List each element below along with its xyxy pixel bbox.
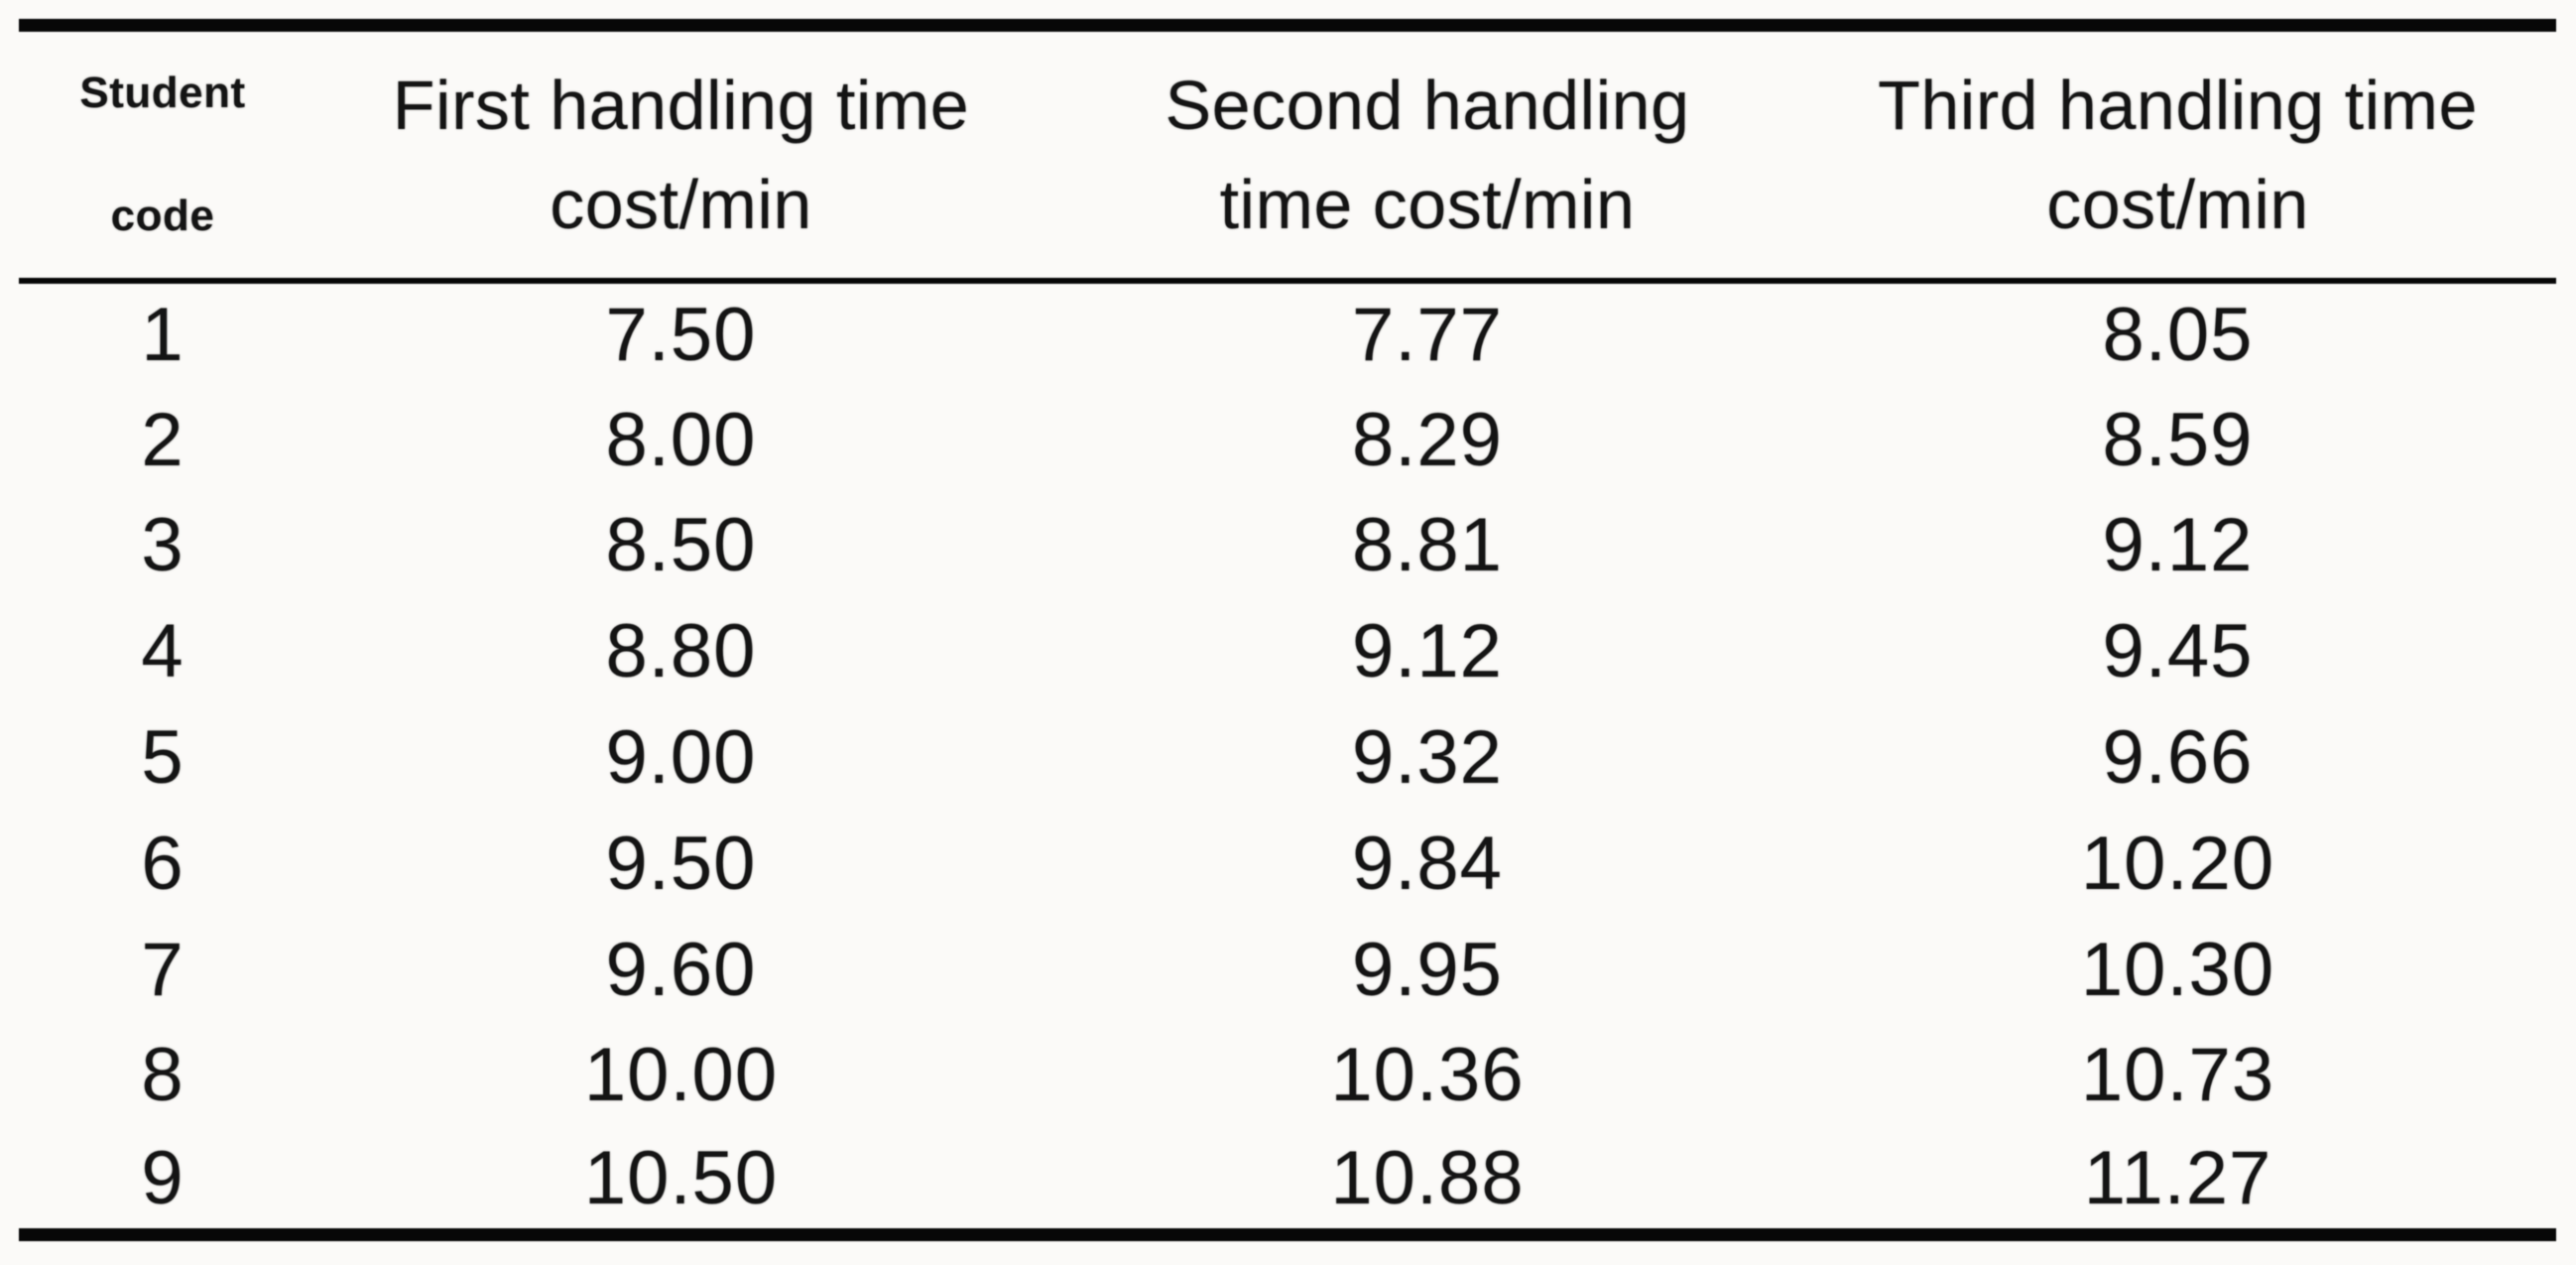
header-line: cost/min <box>2046 166 2309 243</box>
table-row: 2 8.00 8.29 8.59 <box>19 387 2556 493</box>
cell-student-code: 8 <box>141 1033 184 1118</box>
cell-second-handling-time: 9.95 <box>1352 927 1503 1012</box>
cell-second-handling-time: 9.12 <box>1352 609 1503 695</box>
cell-third-handling-time: 8.05 <box>2102 293 2254 378</box>
cell-third-handling-time: 9.12 <box>2102 503 2254 588</box>
cell-first-handling-time: 9.00 <box>605 715 757 801</box>
header-line: Second handling <box>1165 66 1690 144</box>
column-header-second-handling-time: Second handling time cost/min <box>1055 25 1799 284</box>
cell-third-handling-time: 11.27 <box>2083 1136 2272 1221</box>
cell-second-handling-time: 10.36 <box>1330 1033 1525 1118</box>
cell-first-handling-time: 8.80 <box>605 609 757 695</box>
header-line: Student <box>79 68 246 117</box>
table-row: 5 9.00 9.32 9.66 <box>19 704 2556 811</box>
cell-first-handling-time: 9.60 <box>605 927 757 1012</box>
cell-third-handling-time: 10.20 <box>2080 821 2275 906</box>
cell-second-handling-time: 8.81 <box>1352 503 1503 588</box>
table-body: 1 7.50 7.77 8.05 2 8.00 8.29 8.59 3 8.50… <box>19 281 2556 1234</box>
header-line: time cost/min <box>1219 166 1636 243</box>
table-row: 8 10.00 10.36 10.73 <box>19 1023 2556 1129</box>
cell-student-code: 1 <box>141 293 184 378</box>
column-header-first-handling-time: First handling time cost/min <box>307 25 1055 284</box>
cell-student-code: 2 <box>141 397 184 482</box>
cell-third-handling-time: 10.30 <box>2080 927 2275 1012</box>
table-figure: Student code First handling time cost/mi… <box>19 19 2556 1241</box>
table-header: Student code First handling time cost/mi… <box>19 25 2556 284</box>
table-row: 4 8.80 9.12 9.45 <box>19 598 2556 704</box>
cell-third-handling-time: 9.66 <box>2102 715 2254 801</box>
cell-student-code: 6 <box>141 821 184 906</box>
header-line: Third handling time <box>1878 66 2478 144</box>
column-header-student-code: Student code <box>19 25 307 284</box>
cell-third-handling-time: 10.73 <box>2080 1033 2275 1118</box>
cell-second-handling-time: 10.88 <box>1330 1136 1525 1221</box>
cell-first-handling-time: 10.50 <box>583 1136 779 1221</box>
cell-third-handling-time: 9.45 <box>2102 609 2254 695</box>
cell-first-handling-time: 7.50 <box>605 293 757 378</box>
header-row: Student code First handling time cost/mi… <box>19 25 2556 284</box>
cell-first-handling-time: 8.50 <box>605 503 757 588</box>
column-header-third-handling-time: Third handling time cost/min <box>1799 25 2556 284</box>
cell-first-handling-time: 9.50 <box>605 821 757 906</box>
cell-first-handling-time: 8.00 <box>605 397 757 482</box>
cell-student-code: 5 <box>141 715 184 801</box>
cell-second-handling-time: 9.84 <box>1352 821 1503 906</box>
cell-student-code: 3 <box>141 503 184 588</box>
table-row: 9 10.50 10.88 11.27 <box>19 1128 2556 1234</box>
table-row: 6 9.50 9.84 10.20 <box>19 811 2556 917</box>
cell-second-handling-time: 8.29 <box>1352 397 1503 482</box>
cell-second-handling-time: 7.77 <box>1352 293 1503 378</box>
cell-third-handling-time: 8.59 <box>2102 397 2254 482</box>
table-row: 7 9.60 9.95 10.30 <box>19 917 2556 1023</box>
handling-time-cost-table: Student code First handling time cost/mi… <box>19 19 2556 1241</box>
table-row: 1 7.50 7.77 8.05 <box>19 281 2556 387</box>
cell-second-handling-time: 9.32 <box>1352 715 1503 801</box>
cell-student-code: 7 <box>141 927 184 1012</box>
header-line: First handling time <box>392 66 970 144</box>
cell-first-handling-time: 10.00 <box>583 1033 779 1118</box>
header-line: cost/min <box>550 166 812 243</box>
cell-student-code: 4 <box>141 609 184 695</box>
header-line: code <box>110 191 215 240</box>
cell-student-code: 9 <box>141 1136 184 1221</box>
table-row: 3 8.50 8.81 9.12 <box>19 493 2556 599</box>
